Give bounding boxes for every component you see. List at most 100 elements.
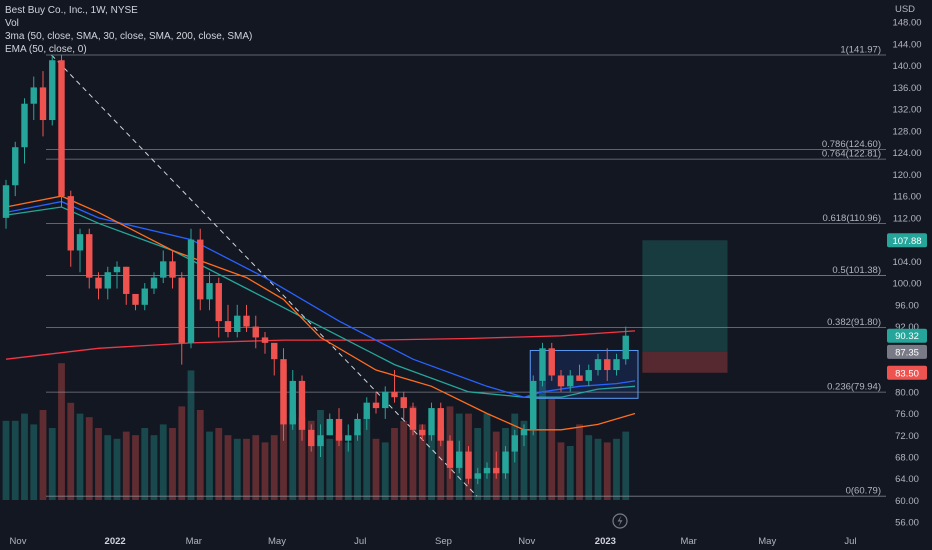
fib-label: 0.236(79.94) [827, 382, 881, 393]
x-tick-label: Nov [518, 536, 535, 547]
lightning-icon[interactable] [612, 513, 628, 529]
candle-body [215, 283, 222, 322]
candle-body [289, 380, 296, 425]
volume-bar [122, 431, 130, 500]
candle-body [95, 277, 102, 289]
y-tick-label: 96.00 [895, 300, 919, 311]
volume-bar [224, 435, 232, 500]
y-tick-label: 144.00 [892, 39, 921, 50]
volume-bar [372, 438, 380, 500]
candle-body [604, 359, 611, 371]
ema50-line [5, 195, 636, 431]
volume-bar [335, 435, 343, 500]
volume-bar [261, 442, 269, 500]
volume-bar [326, 438, 334, 500]
time-axis[interactable]: Nov 2022 Mar May Jul Sep Nov 2023 Mar May Jul [10, 536, 857, 547]
y-tick-label: 136.00 [892, 83, 921, 94]
drawing-zones [529, 240, 728, 399]
y-tick-label: 72.00 [895, 431, 919, 442]
price-tag [887, 233, 927, 248]
volume-bar [594, 438, 602, 500]
sma50-line [5, 200, 636, 398]
candle-body [363, 402, 370, 419]
symbol-title[interactable]: Best Buy Co., Inc., 1W, NYSE [5, 5, 138, 16]
volume-bar [187, 370, 195, 500]
y-tick-label: 80.00 [895, 387, 919, 398]
fib-label: 1(141.97) [840, 44, 881, 55]
ema-indicator-label[interactable]: EMA (50, close, 0) [5, 44, 87, 55]
y-tick-label: 60.00 [895, 496, 919, 507]
candle-body [169, 261, 176, 278]
y-tick-label: 128.00 [892, 126, 921, 137]
volume-bar [622, 431, 630, 500]
volume-bar [548, 399, 556, 500]
candle-body [493, 467, 500, 474]
volume-bar [529, 392, 537, 500]
candle-body [298, 380, 306, 430]
candle-body [261, 337, 269, 343]
candle-body [86, 234, 93, 278]
candle-body [428, 408, 435, 436]
ma-indicator-label[interactable]: 3ma (50, close, SMA, 30, close, SMA, 200… [5, 31, 253, 42]
volume-bar [48, 428, 56, 500]
y-tick-label: 104.00 [892, 257, 921, 268]
volume-bar [159, 424, 167, 500]
candle-body [400, 397, 407, 409]
candle-body [576, 375, 583, 381]
candle-body [113, 266, 121, 273]
candle-body [132, 293, 139, 305]
volume-bar [428, 435, 435, 500]
volume-bar [2, 420, 10, 500]
currency-label: USD [895, 4, 915, 15]
candle-body [2, 185, 10, 218]
price-tag [887, 328, 927, 343]
chart-legend: Best Buy Co., Inc., 1W, NYSE Vol 3ma (50… [5, 4, 252, 56]
candle-body [520, 429, 528, 436]
candle-body [197, 239, 204, 300]
price-tag [887, 344, 927, 359]
candle-body [141, 288, 148, 305]
candle-body [206, 283, 213, 300]
candle-body [326, 418, 333, 436]
fib-label: 0.382(91.80) [827, 317, 881, 328]
volume-bar [215, 428, 223, 500]
candle-body [613, 359, 620, 371]
candlesticks [2, 54, 629, 485]
volume-bar [576, 424, 583, 500]
fib-label: 0(60.79) [846, 486, 881, 497]
moving-averages [5, 195, 636, 431]
volume-bar [483, 413, 491, 500]
volume-bar [585, 435, 593, 500]
volume-bar [233, 438, 241, 500]
fibonacci-levels: 1(141.97) 0.786(124.60)0.764(122.81) 0.618… [46, 44, 886, 497]
candle-body [409, 408, 417, 430]
candle-body [585, 370, 592, 381]
volume-bar [113, 438, 121, 500]
candle-body [187, 239, 195, 343]
candle-body [391, 391, 398, 398]
volume-bar [363, 417, 371, 500]
price-axis[interactable]: USD 148.00 144.00 140.00 136.00 132.00 128.00 1… [892, 4, 921, 529]
candle-body [354, 418, 361, 436]
candle-body [252, 326, 259, 338]
volume-bar [206, 431, 213, 500]
y-tick-label: 64.00 [895, 474, 919, 485]
volume-bar [298, 417, 306, 500]
volume-bar [150, 435, 158, 500]
price-tag [887, 365, 927, 380]
candle-body [502, 451, 509, 474]
candle-body [567, 375, 574, 387]
y-tick-label: 148.00 [892, 18, 921, 29]
candle-body [30, 87, 37, 104]
y-tick-label: 116.00 [893, 192, 921, 203]
volume-bar [169, 428, 176, 500]
candle-body [548, 348, 555, 376]
volume-bar [344, 442, 352, 500]
candle-body [456, 451, 463, 468]
volume-indicator-label[interactable]: Vol [5, 18, 19, 29]
volume-bar [289, 413, 297, 500]
candle-body [280, 359, 287, 425]
candle-body [557, 375, 565, 387]
x-tick-label: 2022 [105, 536, 126, 547]
